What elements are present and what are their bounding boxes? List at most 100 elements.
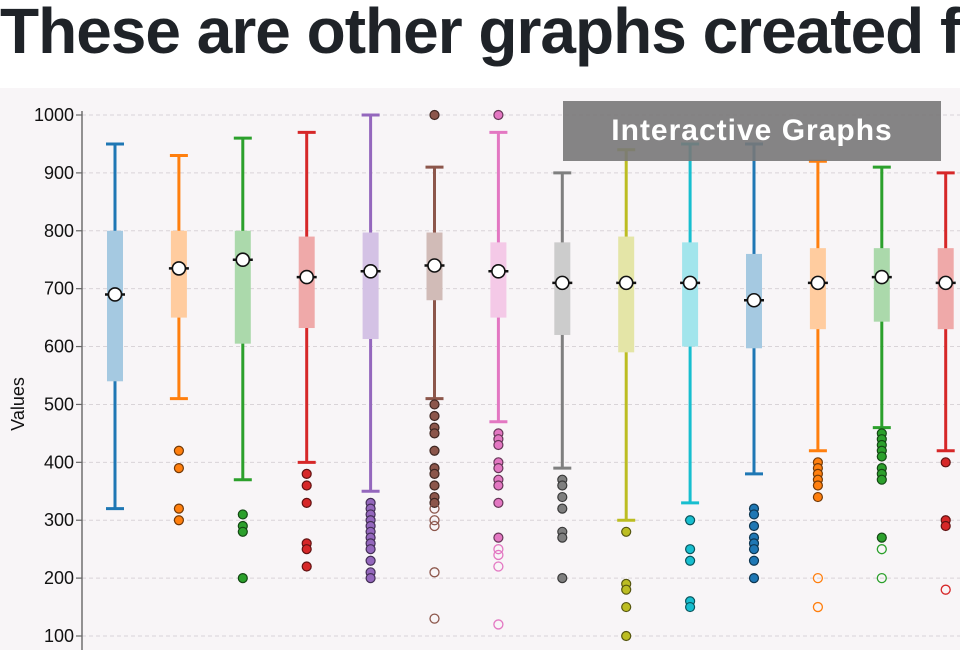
outlier-point-hollow xyxy=(493,544,504,555)
outlier-point xyxy=(876,532,887,543)
outlier-point xyxy=(173,445,184,456)
outlier-point xyxy=(748,544,760,555)
outlier-point xyxy=(301,468,312,480)
y-tick-label: 500 xyxy=(44,394,74,414)
outlier-point xyxy=(557,503,568,514)
outlier-point xyxy=(876,451,887,462)
outlier-point-hollow xyxy=(429,567,440,578)
outlier-point xyxy=(493,463,504,474)
y-tick-label: 700 xyxy=(44,279,74,299)
mean-marker xyxy=(554,275,570,291)
outlier-point xyxy=(621,601,632,613)
outlier-point xyxy=(557,573,568,584)
outlier-point xyxy=(237,573,248,584)
banner-label: Interactive Graphs xyxy=(611,114,893,147)
y-tick-label: 900 xyxy=(44,163,74,183)
iqr-box xyxy=(618,236,635,353)
iqr-box xyxy=(682,242,699,347)
outlier-point xyxy=(173,515,184,526)
outlier-point xyxy=(365,555,376,566)
outlier-point-hollow xyxy=(940,584,951,595)
outlier-point xyxy=(429,445,440,456)
outlier-point xyxy=(493,109,504,121)
outlier-point xyxy=(684,515,696,526)
outlier-point xyxy=(429,109,440,121)
outlier-point xyxy=(429,399,440,410)
box-10 xyxy=(680,142,701,613)
outlier-point xyxy=(429,480,440,491)
mean-marker xyxy=(299,269,315,285)
box-11 xyxy=(744,142,764,584)
outlier-point xyxy=(429,428,440,439)
mean-marker xyxy=(427,258,442,273)
outlier-point xyxy=(237,526,248,537)
y-tick-label: 600 xyxy=(44,337,74,357)
outlier-point xyxy=(365,544,376,555)
mean-marker xyxy=(938,275,954,291)
iqr-box xyxy=(107,230,123,382)
mean-marker xyxy=(363,264,378,279)
outlier-point xyxy=(429,468,440,480)
mean-marker xyxy=(171,261,187,276)
chart-area: 100 200 300 400 500 600 700 800 900 1000 Values xyxy=(0,88,960,650)
y-tick-label: 100 xyxy=(44,626,74,646)
outlier-point xyxy=(876,474,887,485)
outlier-point-hollow xyxy=(429,515,440,526)
outlier-point xyxy=(748,520,760,532)
box-5 xyxy=(360,113,381,584)
outlier-point xyxy=(301,561,312,572)
outlier-point xyxy=(684,601,696,613)
outlier-point xyxy=(684,555,696,566)
outlier-point xyxy=(940,520,951,532)
outlier-point xyxy=(301,497,312,508)
interactive-graphs-banner[interactable]: Interactive Graphs xyxy=(563,101,941,161)
mean-marker xyxy=(618,275,634,291)
mean-marker xyxy=(107,287,123,302)
box-6 xyxy=(424,109,445,624)
outlier-point xyxy=(748,555,760,566)
outlier-point xyxy=(812,491,824,503)
outlier-point-hollow xyxy=(493,619,504,630)
y-tick-label: 800 xyxy=(44,221,74,241)
box-9 xyxy=(616,148,637,642)
y-tick-label: 1000 xyxy=(34,105,74,125)
outlier-point-hollow xyxy=(876,572,887,584)
outlier-point xyxy=(301,480,312,491)
outlier-point xyxy=(812,480,824,491)
outlier-point xyxy=(557,532,568,543)
box-2 xyxy=(168,154,189,526)
outlier-point-hollow xyxy=(429,520,440,532)
outlier-point xyxy=(493,480,504,491)
box-7 xyxy=(488,109,509,630)
mean-marker xyxy=(810,275,826,291)
boxplots xyxy=(105,109,956,642)
outlier-point xyxy=(493,439,504,451)
outlier-point xyxy=(493,532,504,543)
y-tick-label: 400 xyxy=(44,452,74,472)
y-axis-label: Values xyxy=(8,377,28,431)
mean-marker xyxy=(491,264,506,279)
mean-marker xyxy=(235,252,251,268)
outlier-point-hollow xyxy=(812,572,824,584)
outlier-point xyxy=(684,544,696,555)
outlier-point xyxy=(748,573,760,584)
iqr-box xyxy=(490,242,507,318)
outlier-point-hollow xyxy=(493,561,504,572)
box-12 xyxy=(807,159,828,613)
y-tick-label: 200 xyxy=(44,568,74,588)
outlier-point xyxy=(237,509,248,520)
page-heading: These are other graphs created f xyxy=(0,0,960,67)
mean-marker xyxy=(682,275,698,291)
outlier-point xyxy=(429,410,440,422)
outlier-point xyxy=(621,584,632,595)
outlier-point-hollow xyxy=(812,601,824,613)
outlier-point xyxy=(365,573,376,584)
y-axis: 100 200 300 400 500 600 700 800 900 1000 xyxy=(34,105,83,650)
outlier-point-hollow xyxy=(876,544,887,555)
iqr-box xyxy=(362,232,379,340)
outlier-point xyxy=(557,480,568,491)
box-14 xyxy=(935,171,956,595)
box-8 xyxy=(552,171,573,584)
mean-marker xyxy=(746,292,762,308)
box-4 xyxy=(296,130,317,572)
